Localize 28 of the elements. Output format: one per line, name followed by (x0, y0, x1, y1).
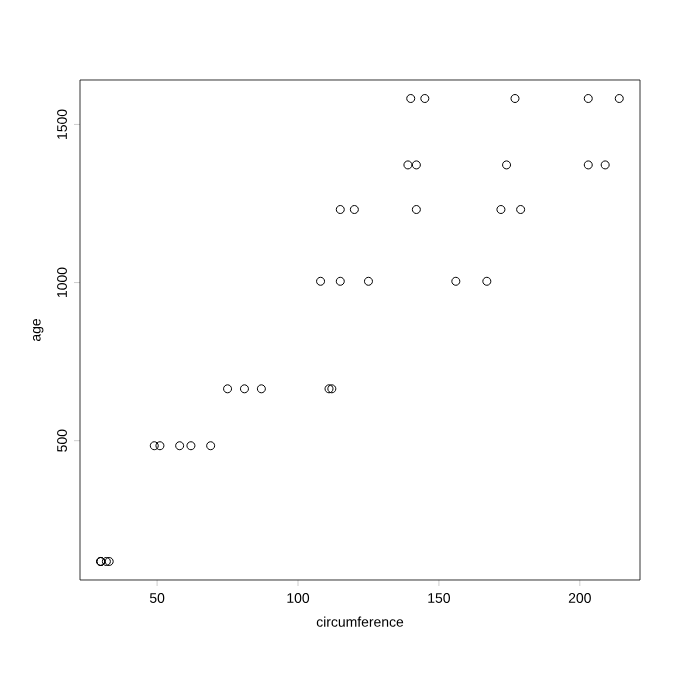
point (496, 205, 506, 215)
point (614, 94, 624, 104)
point (335, 205, 345, 215)
point (175, 441, 185, 451)
point (149, 441, 159, 451)
point (411, 160, 421, 170)
point (583, 94, 593, 104)
point (256, 384, 266, 394)
point (406, 94, 416, 104)
point (516, 205, 526, 215)
point (420, 94, 430, 104)
point (583, 160, 593, 170)
point (411, 205, 421, 215)
point (600, 160, 610, 170)
point (349, 205, 359, 215)
point (335, 276, 345, 286)
point (223, 384, 233, 394)
point (155, 441, 165, 451)
point (510, 94, 520, 104)
point (206, 441, 216, 451)
point (316, 276, 326, 286)
point (186, 441, 196, 451)
point (403, 160, 413, 170)
point (502, 160, 512, 170)
point (363, 276, 373, 286)
point (482, 276, 492, 286)
point (451, 276, 461, 286)
point (239, 384, 249, 394)
